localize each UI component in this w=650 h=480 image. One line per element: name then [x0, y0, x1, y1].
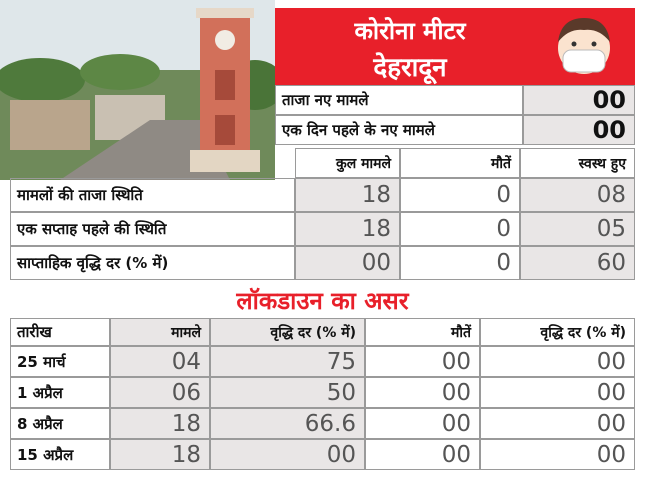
value: 00: [365, 377, 480, 408]
lockdown-title: लॉकडाउन का असर: [236, 287, 409, 315]
column-header: मौतें: [400, 148, 520, 178]
row-label: मामलों की ताजा स्थिति: [10, 178, 295, 212]
row-label: 8 अप्रैल: [10, 408, 110, 439]
value: 00: [365, 439, 480, 470]
value: 0: [400, 178, 520, 212]
value: 18: [295, 212, 400, 246]
value: 60: [520, 246, 635, 280]
header-title: कोरोना मीटर: [354, 17, 466, 45]
value: 04: [110, 346, 210, 377]
value: 00: [480, 408, 635, 439]
column-header: मौतें: [365, 318, 480, 346]
column-header: मामले: [110, 318, 210, 346]
value: 00: [210, 439, 365, 470]
column-header: वृद्धि दर (% में): [480, 318, 635, 346]
column-header: तारीख: [10, 318, 110, 346]
value: 00: [480, 377, 635, 408]
row-label: 1 अप्रैल: [10, 377, 110, 408]
value: 0: [400, 246, 520, 280]
value: 18: [110, 439, 210, 470]
value: 66.6: [210, 408, 365, 439]
column-header: स्वस्थ हुए: [520, 148, 635, 178]
value: 05: [520, 212, 635, 246]
mask-face-icon: [558, 18, 610, 74]
value: 18: [110, 408, 210, 439]
row-label: 25 मार्च: [10, 346, 110, 377]
value: 00: [523, 85, 635, 115]
city-photo: [0, 0, 275, 180]
value: 00: [480, 439, 635, 470]
row-label: एक सप्ताह पहले की स्थिति: [10, 212, 295, 246]
header-banner: कोरोना मीटर देहरादून: [275, 8, 635, 85]
value: 06: [110, 377, 210, 408]
row-label: 15 अप्रैल: [10, 439, 110, 470]
row-label: एक दिन पहले के नए मामले: [275, 115, 523, 145]
row-label: ताजा नए मामले: [275, 85, 523, 115]
value: 00: [365, 408, 480, 439]
value: 50: [210, 377, 365, 408]
row-label: साप्ताहिक वृद्धि दर (% में): [10, 246, 295, 280]
value: 00: [295, 246, 400, 280]
value: 00: [365, 346, 480, 377]
header-city: देहरादून: [373, 53, 447, 83]
value: 18: [295, 178, 400, 212]
value: 08: [520, 178, 635, 212]
value: 00: [523, 115, 635, 145]
value: 00: [480, 346, 635, 377]
column-header: वृद्धि दर (% में): [210, 318, 365, 346]
value: 75: [210, 346, 365, 377]
value: 0: [400, 212, 520, 246]
column-header: कुल मामले: [295, 148, 400, 178]
